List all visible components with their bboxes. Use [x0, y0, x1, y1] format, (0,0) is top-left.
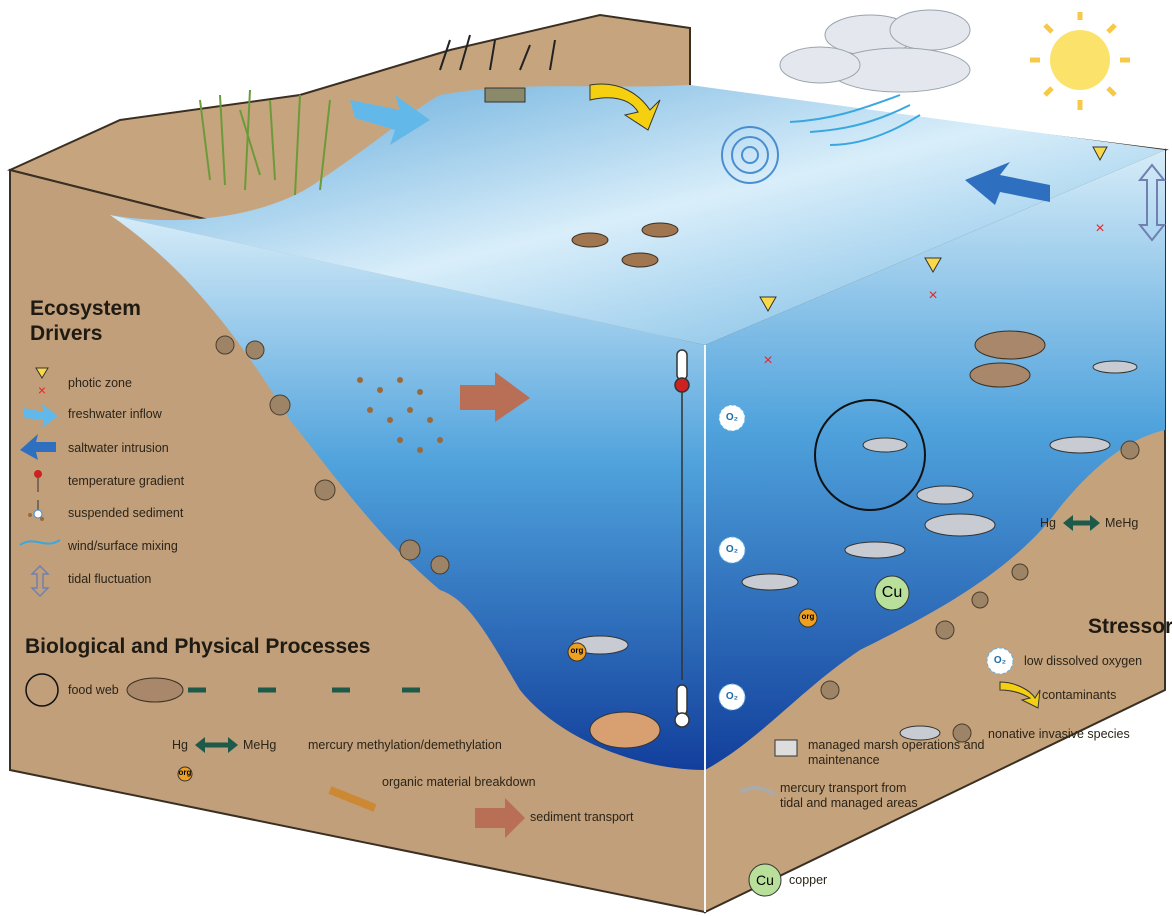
org-icons — [177, 608, 818, 782]
driver-item: temperature gradient — [68, 474, 185, 488]
water-right — [705, 150, 1165, 770]
water-surface — [110, 85, 1165, 345]
marsh — [199, 34, 556, 196]
org-label: org — [570, 646, 584, 655]
food-web-circle — [814, 399, 926, 511]
o2-label: O₂ — [725, 412, 739, 423]
org-label: org — [801, 612, 815, 621]
stressor-item: nonative invasive species — [988, 727, 1130, 741]
cu-label: Cu — [756, 872, 774, 888]
stressor-circles — [718, 404, 1014, 711]
stressor-item: low dissolved oxygen — [1024, 654, 1143, 668]
fish — [571, 360, 1138, 655]
ducks — [571, 222, 679, 268]
process-item: mercury methylation/demethylation — [308, 738, 502, 752]
stressor-item: copper — [789, 873, 828, 887]
stressor-item: contaminants — [1042, 688, 1117, 702]
o2-label: O₂ — [725, 691, 739, 702]
mehg-label: MeHg — [1105, 516, 1139, 530]
legend-icons: × — [19, 367, 1100, 812]
driver-item: freshwater inflow — [68, 407, 162, 421]
sun — [1030, 12, 1130, 110]
svg-text:×: × — [1095, 220, 1104, 237]
org-label: org — [178, 768, 192, 777]
process-item: Hg — [172, 738, 188, 752]
cloud — [779, 9, 971, 93]
photic-markers: × × × — [759, 146, 1108, 369]
process-item: food web — [68, 683, 119, 697]
oysters — [215, 335, 1140, 700]
svg-text:×: × — [38, 382, 46, 398]
thermometer — [674, 349, 690, 728]
stressor-item: managed marsh operations and maintenance — [808, 738, 985, 767]
process-item: organic material breakdown — [382, 775, 536, 789]
wind — [721, 94, 921, 184]
o2-label: O₂ — [725, 544, 739, 555]
o2-label: O₂ — [993, 655, 1007, 666]
svg-text:×: × — [763, 352, 772, 369]
driver-item: wind/surface mixing — [68, 539, 178, 553]
copper-circles — [748, 575, 910, 897]
hg-label: Hg — [1040, 516, 1056, 530]
contaminant-arrow — [589, 83, 661, 131]
freshwater-arrow — [350, 95, 430, 145]
stressors-title: Stressors — [1088, 615, 1172, 638]
process-item: sediment transport — [530, 810, 634, 824]
process-item: MeHg — [243, 738, 277, 752]
stressor-item: mercury transport from tidal and managed… — [780, 781, 918, 810]
tidal-arrow — [1137, 163, 1167, 242]
drivers-title: Ecosystem Drivers — [30, 297, 141, 345]
suspended-sediment — [357, 377, 443, 453]
driver-item: saltwater intrusion — [68, 441, 169, 455]
sediment-arrow — [460, 372, 530, 422]
driver-item: tidal fluctuation — [68, 572, 152, 586]
driver-item: suspended sediment — [68, 506, 184, 520]
cu-label: Cu — [881, 584, 903, 601]
driver-item: photic zone — [68, 376, 132, 390]
sediment-arrow-legend — [475, 798, 525, 838]
processes-title: Biological and Physical Processes — [25, 635, 371, 658]
svg-text:×: × — [928, 287, 937, 304]
saltwater-arrow — [965, 162, 1050, 205]
flounder — [589, 711, 661, 749]
seals — [126, 330, 1046, 703]
